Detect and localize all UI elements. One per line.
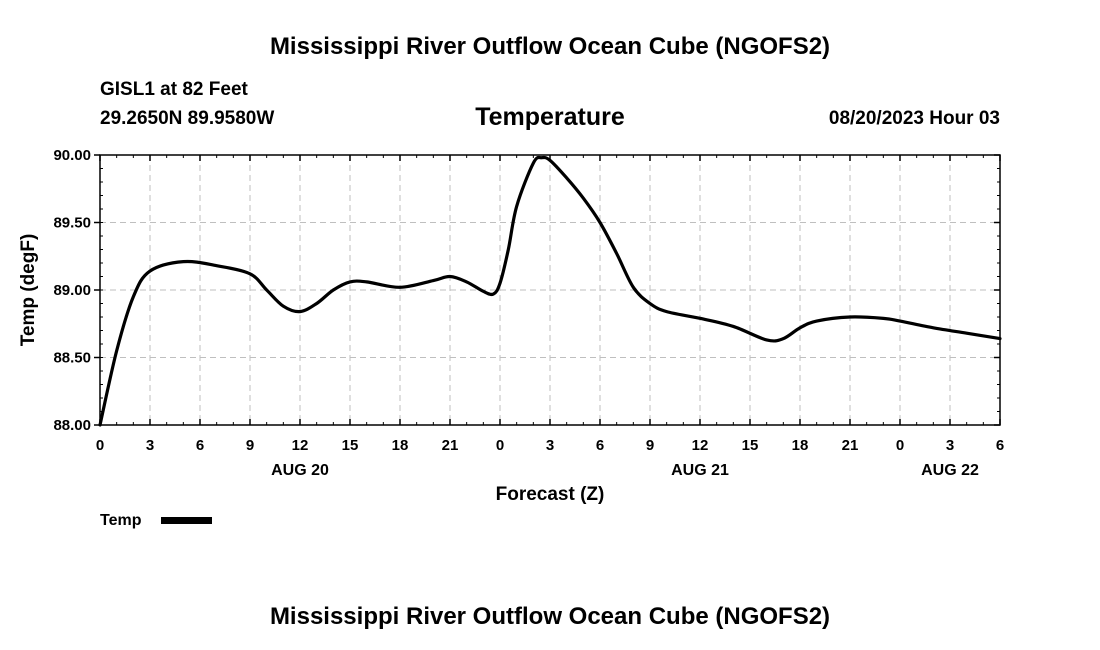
x-tick-label: 3 <box>146 437 154 454</box>
y-tick-label: 89.00 <box>53 282 91 299</box>
date-label: AUG 21 <box>671 462 729 479</box>
x-tick-label: 9 <box>646 437 654 454</box>
grid <box>100 155 1000 425</box>
x-axis-label: Forecast (Z) <box>496 484 605 505</box>
x-tick-label: 0 <box>96 437 104 454</box>
x-tick-label: 21 <box>842 437 859 454</box>
forecast-datetime: 08/20/2023 Hour 03 <box>829 108 1000 129</box>
main-title: Mississippi River Outflow Ocean Cube (NG… <box>270 33 830 60</box>
x-tick-label: 18 <box>792 437 809 454</box>
x-tick-label: 18 <box>392 437 409 454</box>
plot-frame <box>99 154 1001 426</box>
x-tick-label: 9 <box>246 437 254 454</box>
x-tick-label: 15 <box>342 437 359 454</box>
y-tick-labels: 88.00 88.50 89.00 89.50 90.00 <box>53 147 91 434</box>
date-labels: AUG 20 AUG 21 AUG 22 <box>271 462 979 479</box>
legend: Temp <box>100 512 212 529</box>
date-label: AUG 20 <box>271 462 329 479</box>
x-tick-label: 3 <box>946 437 954 454</box>
y-tick-label: 90.00 <box>53 147 91 164</box>
y-axis-label: Temp (degF) <box>18 234 39 347</box>
date-label: AUG 22 <box>921 462 979 479</box>
legend-label: Temp <box>100 512 142 529</box>
series-group <box>98 155 1002 427</box>
y-tick-label: 89.50 <box>53 215 91 232</box>
x-tick-label: 15 <box>742 437 759 454</box>
footer-title: Mississippi River Outflow Ocean Cube (NG… <box>270 603 830 630</box>
x-tick-label: 12 <box>292 437 309 454</box>
x-tick-label: 3 <box>546 437 554 454</box>
x-tick-label: 0 <box>896 437 904 454</box>
station-label: GISL1 at 82 Feet <box>100 79 249 100</box>
x-tick-label: 21 <box>442 437 459 454</box>
series-line-temp <box>98 155 1002 427</box>
chart-title: Temperature <box>475 103 625 131</box>
legend-swatch <box>161 517 212 524</box>
x-tick-label: 6 <box>596 437 604 454</box>
y-tick-label: 88.50 <box>53 350 91 367</box>
x-tick-label: 6 <box>196 437 204 454</box>
y-tick-label: 88.00 <box>53 417 91 434</box>
x-tick-label: 0 <box>496 437 504 454</box>
station-coords: 29.2650N 89.9580W <box>100 108 274 129</box>
x-tick-label: 6 <box>996 437 1004 454</box>
x-tick-label: 12 <box>692 437 709 454</box>
x-tick-labels: 0 3 6 9 12 15 18 21 0 3 6 9 12 15 18 21 0 3 6 <box>96 437 1004 454</box>
